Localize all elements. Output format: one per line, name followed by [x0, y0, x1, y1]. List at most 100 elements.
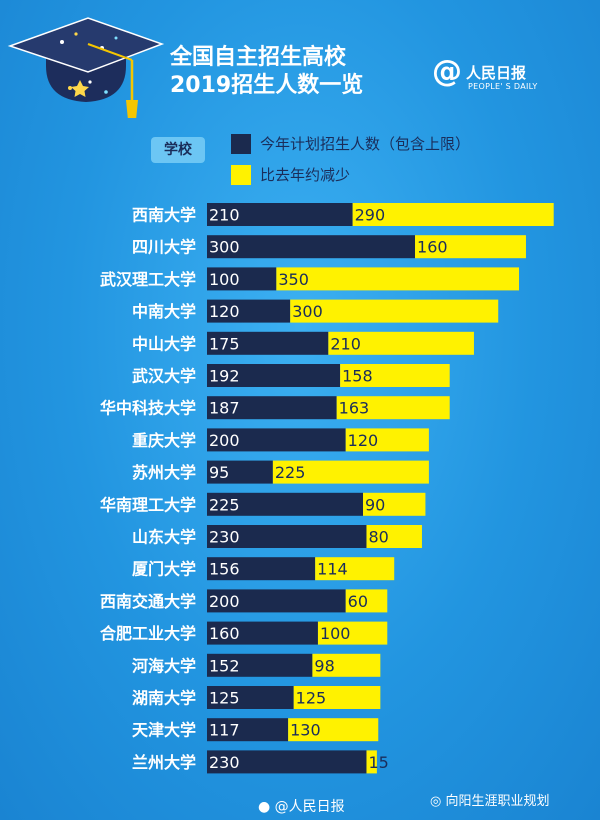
weibo-icon: ●	[258, 799, 271, 815]
data-label-decrease: 60	[348, 592, 368, 611]
data-label-decrease: 290	[355, 206, 386, 225]
bar-decrease	[272, 460, 429, 484]
bar-decrease	[290, 299, 499, 323]
category-label: 山东大学	[132, 528, 196, 547]
category-label: 西南大学	[132, 206, 196, 225]
data-label-this-year: 300	[209, 238, 240, 257]
data-label-this-year: 117	[209, 721, 240, 740]
title-line-2: 2019招生人数一览	[170, 73, 364, 98]
logo-at-symbol: @	[432, 54, 462, 89]
category-label: 华南理工大学	[100, 495, 196, 514]
data-label-this-year: 175	[209, 334, 240, 353]
data-label-decrease: 125	[296, 689, 327, 708]
bar-decrease	[328, 331, 474, 355]
bar-this-year	[207, 750, 367, 774]
bar-decrease	[366, 525, 422, 548]
data-label-this-year: 187	[209, 399, 240, 418]
data-label-this-year: 152	[209, 656, 240, 675]
category-label: 华中科技大学	[100, 399, 196, 418]
wechat-watermark: ◎ 向阳生涯职业规划	[430, 790, 550, 809]
logo-name: 人民日报	[466, 64, 527, 82]
category-label: 武汉理工大学	[100, 270, 196, 289]
category-label: 重庆大学	[132, 431, 196, 450]
legend-swatch-decrease	[231, 165, 251, 185]
legend-title: 学校	[151, 137, 205, 163]
bar-decrease	[276, 267, 520, 291]
data-label-this-year: 156	[209, 560, 240, 579]
weibo-watermark: ● @人民日报	[258, 796, 345, 816]
bar-decrease	[363, 492, 426, 516]
data-label-decrease: 98	[314, 656, 334, 675]
data-label-decrease: 225	[275, 463, 306, 482]
data-label-this-year: 120	[209, 302, 240, 321]
category-label: 四川大学	[132, 238, 196, 257]
data-label-this-year: 200	[209, 592, 240, 611]
data-label-decrease: 90	[365, 495, 385, 514]
wechat-icon: ◎	[430, 794, 442, 809]
category-label: 中山大学	[132, 334, 196, 353]
data-label-decrease: 163	[339, 399, 370, 418]
title-line-1: 全国自主招生高校	[170, 45, 347, 70]
bar-decrease	[415, 235, 526, 259]
data-label-decrease: 158	[342, 367, 373, 386]
legend-label-this-year: 今年计划招生人数（包含上限）	[260, 135, 471, 153]
bar-decrease	[317, 621, 388, 645]
bar-this-year	[207, 203, 353, 226]
data-label-this-year: 200	[209, 431, 240, 450]
bar-chart: 西南大学 210 290 四川大学 300 160 武汉理工大学 100 350 中南大学 120 3…	[100, 203, 554, 774]
bar-decrease	[312, 653, 381, 677]
bar-this-year	[207, 525, 367, 548]
category-label: 苏州大学	[132, 463, 196, 482]
data-label-this-year: 95	[209, 463, 229, 482]
data-label-this-year: 230	[209, 528, 240, 547]
bar-this-year	[207, 299, 291, 323]
bar-decrease	[345, 428, 429, 452]
wechat-account: 向阳生涯职业规划	[445, 794, 550, 809]
data-label-this-year: 160	[209, 624, 240, 643]
bar-this-year	[207, 396, 337, 420]
bar-decrease	[340, 364, 450, 387]
category-label: 河海大学	[132, 656, 196, 675]
data-label-decrease: 130	[290, 721, 321, 740]
graduation-cap-icon	[7, 17, 165, 118]
category-label: 天津大学	[132, 721, 196, 740]
legend-label-decrease: 比去年约减少	[260, 166, 351, 184]
bar-this-year	[207, 686, 294, 709]
weibo-handle: @人民日报	[274, 799, 345, 815]
data-label-decrease: 100	[320, 624, 351, 643]
bar-this-year	[207, 331, 329, 355]
data-label-this-year: 210	[209, 206, 240, 225]
data-label-decrease: 114	[317, 560, 348, 579]
data-label-decrease: 15	[368, 753, 388, 772]
bar-this-year	[207, 718, 289, 742]
bar-this-year	[207, 492, 364, 516]
bar-decrease	[315, 557, 395, 581]
category-label: 西南交通大学	[100, 592, 196, 611]
data-label-this-year: 192	[209, 367, 240, 386]
data-label-decrease: 210	[330, 334, 361, 353]
data-label-decrease: 350	[278, 270, 309, 289]
data-label-this-year: 125	[209, 689, 240, 708]
data-label-decrease: 120	[348, 431, 379, 450]
bar-this-year	[207, 460, 273, 484]
category-label: 合肥工业大学	[100, 624, 196, 643]
data-label-decrease: 80	[368, 528, 388, 547]
data-label-decrease: 300	[292, 302, 323, 321]
bar-decrease	[293, 686, 381, 709]
logo-english: PEOPLE' S DAILY	[468, 82, 538, 91]
category-label: 武汉大学	[132, 367, 196, 386]
data-label-decrease: 160	[417, 238, 448, 257]
bar-this-year	[207, 557, 316, 581]
bar-decrease	[352, 203, 554, 226]
data-label-this-year: 225	[209, 495, 240, 514]
bar-this-year	[207, 653, 313, 677]
bar-decrease	[366, 750, 377, 774]
category-label: 厦门大学	[132, 560, 196, 579]
category-label: 中南大学	[132, 302, 196, 321]
data-label-this-year: 100	[209, 270, 240, 289]
category-label: 湖南大学	[132, 689, 196, 708]
category-label: 兰州大学	[132, 753, 196, 772]
bar-this-year	[207, 589, 346, 613]
page-title: 全国自主招生高校 2019招生人数一览	[170, 44, 363, 100]
bar-this-year	[207, 364, 341, 387]
